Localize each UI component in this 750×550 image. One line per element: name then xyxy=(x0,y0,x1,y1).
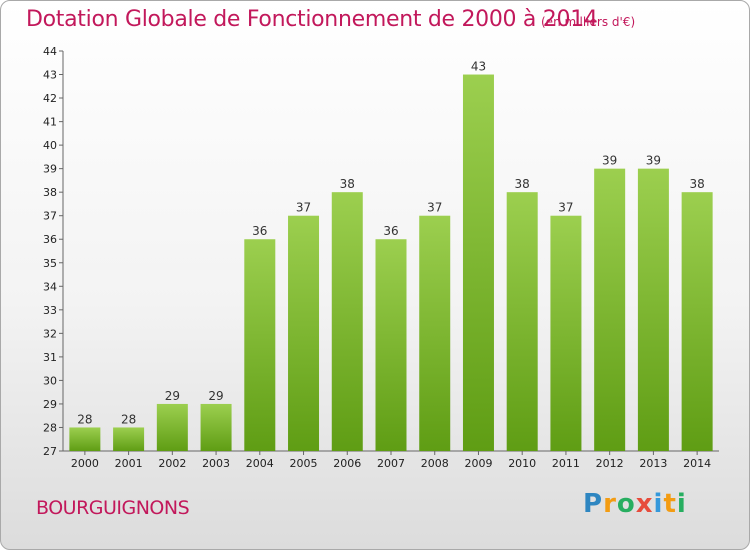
y-tick-label: 27 xyxy=(43,445,57,458)
bar xyxy=(637,168,669,451)
x-tick-label: 2004 xyxy=(246,457,274,470)
x-tick-label: 2008 xyxy=(421,457,449,470)
bar xyxy=(288,215,320,451)
bar-value-label: 43 xyxy=(471,60,486,74)
bar-value-label: 37 xyxy=(296,201,311,215)
bar xyxy=(681,192,713,452)
bar-value-label: 37 xyxy=(427,201,442,215)
y-tick-label: 40 xyxy=(43,139,57,152)
y-tick-label: 31 xyxy=(43,351,57,364)
bar xyxy=(200,403,232,451)
chart-title: Dotation Globale de Fonctionnement de 20… xyxy=(26,7,598,32)
y-tick-label: 39 xyxy=(43,163,57,176)
bar xyxy=(594,168,626,451)
logo-letter: x xyxy=(635,489,654,519)
logo-letter: i xyxy=(653,489,664,519)
bar xyxy=(331,192,363,452)
commune-name: BOURGUIGNONS xyxy=(36,497,190,519)
bar-value-label: 28 xyxy=(77,412,92,426)
bar xyxy=(244,239,276,451)
bar-value-label: 38 xyxy=(340,177,355,191)
x-tick-label: 2002 xyxy=(158,457,186,470)
logo-letter: o xyxy=(616,489,636,519)
y-tick-label: 34 xyxy=(43,280,57,293)
y-tick-label: 32 xyxy=(43,327,57,340)
logo-letter: r xyxy=(603,489,617,519)
x-tick-label: 2014 xyxy=(683,457,711,470)
bar xyxy=(506,192,538,452)
bar xyxy=(550,215,582,451)
y-tick-label: 38 xyxy=(43,186,57,199)
bars xyxy=(69,74,713,452)
y-tick-label: 30 xyxy=(43,374,57,387)
proxiti-logo[interactable]: Proxiti xyxy=(583,489,687,519)
value-labels: 28 28 29 29 36 37 38 36 37 43 38 37 39 39 38 xyxy=(77,60,705,427)
y-tick-label: 37 xyxy=(43,210,57,223)
y-tick-label: 28 xyxy=(43,421,57,434)
bar-value-label: 29 xyxy=(208,389,223,403)
chart-unit: (en milliers d'€) xyxy=(541,15,636,29)
bar-value-label: 36 xyxy=(383,224,398,238)
x-tick-label: 2007 xyxy=(377,457,405,470)
bar xyxy=(113,427,145,451)
bar xyxy=(375,239,407,451)
x-tick-label: 2006 xyxy=(333,457,361,470)
x-tick-label: 2005 xyxy=(290,457,318,470)
bar xyxy=(156,403,188,451)
y-tick-label: 41 xyxy=(43,116,57,129)
bar-value-label: 39 xyxy=(646,154,661,168)
x-tick-label: 2009 xyxy=(464,457,492,470)
bar-value-label: 28 xyxy=(121,412,136,426)
x-tick-label: 2003 xyxy=(202,457,230,470)
y-tick-label: 44 xyxy=(43,45,57,58)
y-tick-label: 33 xyxy=(43,304,57,317)
bar-value-label: 39 xyxy=(602,154,617,168)
x-tick-label: 2010 xyxy=(508,457,536,470)
logo-letter: i xyxy=(676,489,687,519)
bar-value-label: 37 xyxy=(558,201,573,215)
y-axis: 27 28 29 30 31 32 33 34 35 36 37 38 39 40 41 42 43 44 xyxy=(43,45,64,458)
y-tick-label: 42 xyxy=(43,92,57,105)
x-tick-label: 2012 xyxy=(596,457,624,470)
logo-letter: P xyxy=(583,489,604,519)
y-tick-label: 35 xyxy=(43,257,57,270)
bar-value-label: 29 xyxy=(165,389,180,403)
x-axis: 2000 2001 2002 2003 2004 2005 2006 2007 2008 2009… xyxy=(63,450,719,470)
bar-value-label: 36 xyxy=(252,224,267,238)
x-tick-label: 2000 xyxy=(71,457,99,470)
bar-value-label: 38 xyxy=(689,177,704,191)
y-tick-label: 43 xyxy=(43,69,57,82)
y-tick-label: 36 xyxy=(43,233,57,246)
bar xyxy=(419,215,451,451)
x-tick-label: 2013 xyxy=(639,457,667,470)
y-tick-label: 29 xyxy=(43,398,57,411)
x-tick-label: 2011 xyxy=(552,457,580,470)
bar-value-label: 38 xyxy=(515,177,530,191)
bar xyxy=(462,74,494,451)
x-tick-label: 2001 xyxy=(115,457,143,470)
logo-letter: t xyxy=(663,489,677,519)
bar xyxy=(69,427,101,451)
